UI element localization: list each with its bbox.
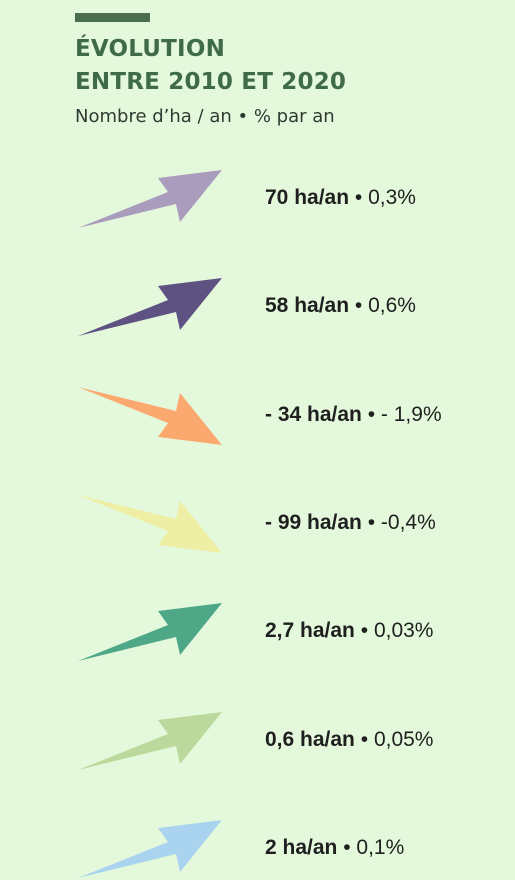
arrow	[78, 819, 222, 878]
page: ÉVOLUTION ENTRE 2010 ET 2020 Nombre d’ha…	[0, 13, 515, 878]
arrow-icon	[78, 711, 222, 770]
item-row: 0,6 ha/an • 0,05%	[0, 711, 515, 772]
separator: •	[360, 619, 369, 643]
rate: 0,6%	[368, 294, 416, 318]
separator: •	[354, 186, 363, 209]
arrow-icon	[78, 170, 222, 228]
item-text: 70 ha/an • 0,3%	[265, 186, 416, 210]
rate: 0,3%	[368, 186, 416, 209]
arrow-icon	[78, 494, 222, 553]
item-text: 58 ha/an • 0,6%	[265, 294, 416, 318]
amount: 70 ha/an	[265, 186, 350, 209]
rate: 0,05%	[373, 727, 434, 751]
amount: - 99 ha/an	[265, 510, 362, 534]
arrow	[78, 711, 222, 770]
arrow	[78, 278, 222, 337]
arrow	[78, 386, 222, 445]
item-row: 58 ha/an • 0,6%	[0, 278, 515, 338]
amount: 2,7 ha/an	[265, 619, 355, 643]
rate: 0,03%	[373, 619, 434, 643]
title-line: ÉVOLUTION	[75, 36, 226, 62]
subtitle: Nombre d’ha / an • % par an	[75, 106, 335, 127]
separator: •	[360, 727, 369, 751]
amount: 58 ha/an	[265, 294, 350, 318]
arrow	[78, 170, 222, 228]
amount: - 34 ha/an	[265, 402, 362, 426]
separator: •	[367, 510, 376, 534]
item-text: 2,7 ha/an • 0,03%	[265, 619, 433, 643]
arrow-icon	[78, 386, 222, 445]
item-text: - 34 ha/an • - 1,9%	[265, 403, 442, 427]
item-row: 2,7 ha/an • 0,03%	[0, 603, 515, 663]
item-row: - 34 ha/an • - 1,9%	[0, 386, 515, 447]
arrow-icon	[78, 278, 222, 337]
arrow	[78, 494, 222, 553]
item-row: 70 ha/an • 0,3%	[0, 170, 515, 230]
arrow	[78, 603, 222, 662]
header-bar	[75, 13, 150, 22]
arrow-icon	[78, 603, 222, 662]
separator: •	[367, 402, 376, 426]
title-line: ENTRE 2010 ET 2020	[75, 69, 347, 95]
separator: •	[354, 294, 363, 318]
rate: - 1,9%	[380, 402, 442, 426]
rate: -0,4%	[380, 510, 436, 534]
arrow-icon	[78, 819, 222, 878]
rate: 0,1%	[356, 835, 405, 859]
amount: 0,6 ha/an	[265, 727, 355, 751]
item-text: 0,6 ha/an • 0,05%	[265, 728, 433, 752]
item-row: - 99 ha/an • -0,4%	[0, 494, 515, 555]
amount: 2 ha/an	[265, 835, 338, 859]
item-text: 2 ha/an • 0,1%	[265, 836, 404, 860]
item-text: - 99 ha/an • -0,4%	[265, 511, 436, 535]
separator: •	[343, 835, 351, 859]
item-row: 2 ha/an • 0,1%	[0, 819, 515, 880]
